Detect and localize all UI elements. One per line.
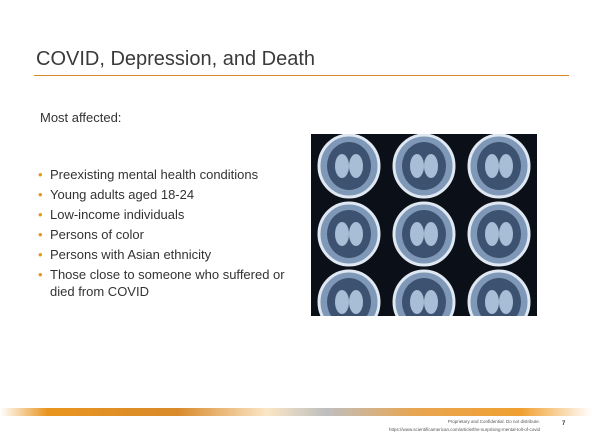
footer-confidential: Proprietary and Confidential. Do not dis…: [447, 419, 540, 424]
bullet: Persons with Asian ethnicity: [38, 246, 293, 263]
bullet: Persons of color: [38, 226, 293, 243]
scan-shape: [499, 154, 513, 178]
scan-shape: [349, 154, 363, 178]
page-number: 7: [562, 421, 566, 427]
scan-shape: [424, 290, 438, 314]
scan-shape: [499, 222, 513, 246]
scan-shape: [335, 222, 349, 246]
scan-shape: [485, 290, 499, 314]
footer-bar: [0, 408, 592, 416]
scan-shape: [485, 154, 499, 178]
bullet-list: Preexisting mental health conditions Youn…: [38, 166, 293, 303]
bullet: Those close to someone who suffered or d…: [38, 266, 293, 300]
scan-shape: [335, 154, 349, 178]
scan-shape: [335, 290, 349, 314]
scan-shape: [349, 222, 363, 246]
scan-shape: [410, 154, 424, 178]
scan-shape: [424, 222, 438, 246]
scan-shape: [349, 290, 363, 314]
scan-shape: [424, 154, 438, 178]
mri-image: [311, 134, 537, 316]
scan-shape: [410, 290, 424, 314]
bullet: Preexisting mental health conditions: [38, 166, 293, 183]
bullet: Young adults aged 18-24: [38, 186, 293, 203]
bullet: Low-income individuals: [38, 206, 293, 223]
scan-shape: [485, 222, 499, 246]
title-rule: [34, 75, 569, 76]
scan-shape: [499, 290, 513, 314]
footer-source: https://www.scientificamerican.com/artic…: [388, 427, 540, 432]
scan-shape: [410, 222, 424, 246]
intro: Most affected:: [40, 110, 122, 125]
slide-title: COVID, Depression, and Death: [36, 48, 316, 70]
